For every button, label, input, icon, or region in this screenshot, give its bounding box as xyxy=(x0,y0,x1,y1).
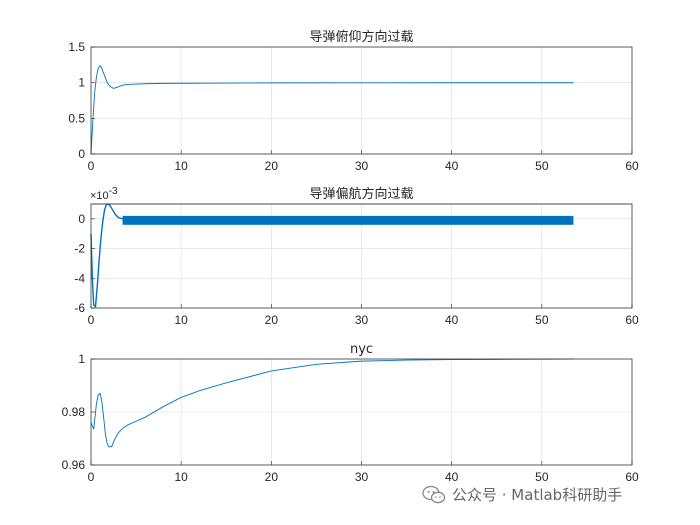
x-tick-label: 20 xyxy=(265,159,279,173)
y-tick-label: -4 xyxy=(74,271,85,285)
x-tick-label: 30 xyxy=(355,470,369,484)
x-tick-label: 10 xyxy=(174,159,188,173)
x-tick-label: 0 xyxy=(88,470,95,484)
x-tick-label: 0 xyxy=(88,313,95,327)
y-tick-label: 0.5 xyxy=(68,111,85,125)
x-tick-label: 40 xyxy=(445,470,459,484)
y-tick-label: -2 xyxy=(74,242,85,256)
subplot-1: 0 10 20 30 40 50 60 0 0.5 1 1.5 导弹俯仰方向过载 xyxy=(68,29,639,173)
y-exponent-power: -3 xyxy=(109,186,118,197)
x-tick-label: 60 xyxy=(625,159,639,173)
x-tick-label: 50 xyxy=(535,470,549,484)
oscillation-band xyxy=(122,215,574,225)
x-tick-label: 60 xyxy=(625,313,639,327)
y-tick-label: 0.98 xyxy=(62,405,86,419)
x-tick-label: 30 xyxy=(355,313,369,327)
y-tick-label: 0 xyxy=(78,147,85,161)
x-tick-label: 40 xyxy=(445,159,459,173)
x-tick-label: 50 xyxy=(535,159,549,173)
x-tick-label: 0 xyxy=(88,159,95,173)
y-tick-label: 0.96 xyxy=(62,458,86,472)
chart-title: 导弹俯仰方向过载 xyxy=(309,29,413,45)
x-tick-label: 50 xyxy=(535,313,549,327)
x-tick-label: 20 xyxy=(265,313,279,327)
y-tick-label: 1.5 xyxy=(68,40,85,54)
subplot-2: 0 10 20 30 40 50 60 -6 -4 -2 0 导弹偏航方向过载 ×10-3 xyxy=(74,186,639,327)
x-tick-label: 40 xyxy=(445,313,459,327)
chart-title: nyc xyxy=(350,342,373,357)
x-tick-label: 60 xyxy=(625,470,639,484)
y-exponent-label: ×10-3 xyxy=(90,186,118,202)
y-tick-label: -6 xyxy=(74,301,85,315)
wechat-icon xyxy=(422,485,446,503)
x-tick-label: 10 xyxy=(174,470,188,484)
y-tick-label: 1 xyxy=(78,352,85,366)
watermark-text: 公众号 · Matlab科研助手 xyxy=(452,486,623,504)
x-tick-label: 20 xyxy=(265,470,279,484)
chart-title: 导弹偏航方向过载 xyxy=(309,186,413,202)
x-tick-label: 10 xyxy=(174,313,188,327)
watermark: 公众号 · Matlab科研助手 xyxy=(422,484,622,505)
series-line-1 xyxy=(90,203,574,308)
y-tick-label: 1 xyxy=(78,76,85,90)
subplot-3: 0 10 20 30 40 50 60 0.96 0.98 1 nyc xyxy=(62,342,639,484)
series-line-1 xyxy=(90,64,574,155)
y-tick-label: 0 xyxy=(78,212,85,226)
x-tick-label: 30 xyxy=(355,159,369,173)
series-line-1 xyxy=(90,358,574,448)
